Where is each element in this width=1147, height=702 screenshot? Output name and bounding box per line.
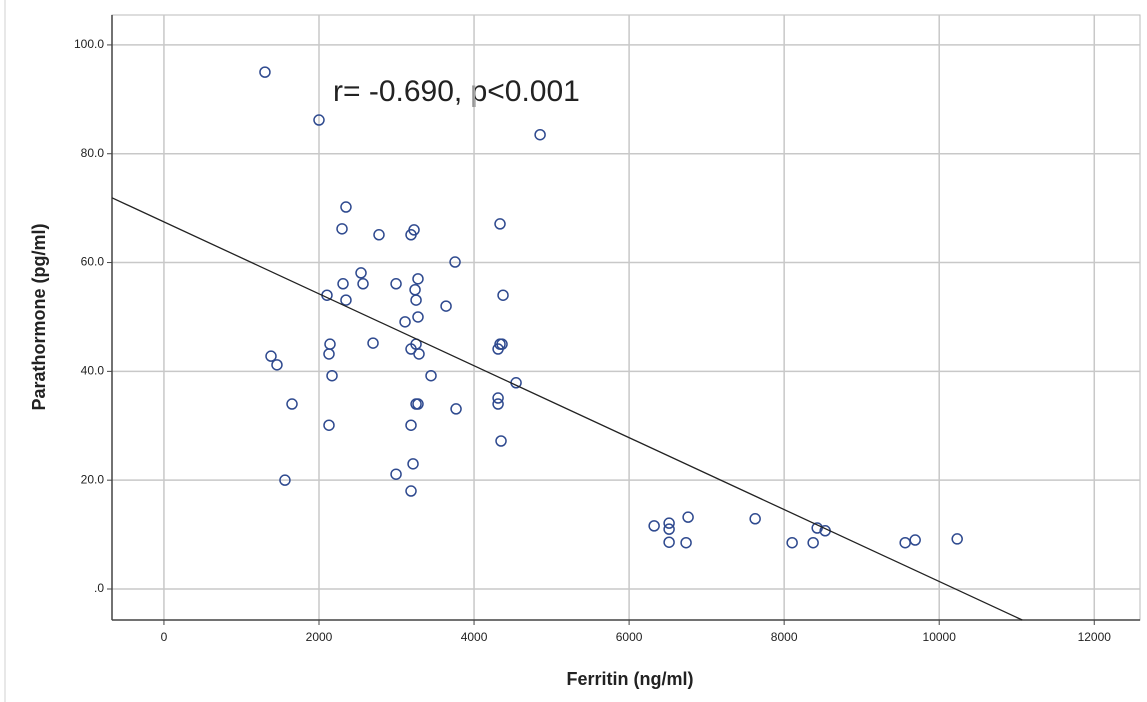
point: [682, 511, 694, 523]
point: [259, 66, 271, 78]
point: [355, 267, 367, 279]
point: [413, 348, 425, 360]
point: [286, 398, 298, 410]
point: [494, 218, 506, 230]
point: [412, 273, 424, 285]
point: [390, 468, 402, 480]
point: [390, 278, 402, 290]
y-tick-label: 80.0: [81, 146, 105, 160]
point: [340, 294, 352, 306]
point: [405, 419, 417, 431]
y-axis-label: Parathormone (pg/ml): [29, 223, 49, 410]
point: [492, 398, 504, 410]
point: [807, 536, 819, 549]
point: [648, 520, 660, 532]
point: [449, 256, 461, 268]
point: [749, 513, 761, 525]
point: [271, 359, 283, 371]
point: [497, 289, 509, 301]
point: [323, 419, 335, 431]
point: [279, 474, 291, 486]
x-tick-label: 2000: [306, 630, 333, 644]
point: [425, 369, 437, 382]
point: [496, 338, 508, 350]
point: [265, 350, 277, 362]
point: [412, 311, 424, 323]
y-tick-label: 100.0: [74, 37, 104, 51]
point: [412, 398, 424, 410]
point: [909, 534, 921, 546]
point: [367, 337, 379, 349]
point: [357, 278, 369, 290]
point: [340, 201, 352, 213]
point: [407, 458, 419, 470]
y-tick-label: 40.0: [81, 364, 105, 378]
point: [336, 223, 348, 235]
y-tick-label: .0: [94, 581, 104, 595]
x-axis-label: Ferritin (ng/ml): [567, 669, 694, 689]
point: [951, 533, 963, 545]
point: [326, 369, 338, 382]
x-tick-label: 4000: [461, 630, 488, 644]
point: [680, 536, 692, 549]
x-tick-label: 0: [161, 630, 168, 644]
point: [405, 485, 417, 497]
point: [663, 517, 675, 529]
point: [408, 224, 420, 236]
point: [323, 348, 335, 360]
point: [440, 300, 452, 312]
point: [811, 522, 823, 534]
fit-line: [111, 197, 1023, 621]
x-tick-label: 6000: [616, 630, 643, 644]
point: [450, 403, 462, 415]
x-tick-label: 12000: [1078, 630, 1112, 644]
point: [663, 523, 675, 535]
point: [492, 392, 504, 404]
x-tick-label: 8000: [771, 630, 798, 644]
y-tick-label: 60.0: [81, 255, 105, 269]
point: [373, 229, 385, 241]
point: [337, 278, 349, 290]
y-tick-label: 20.0: [81, 472, 105, 486]
point: [663, 536, 675, 548]
point: [495, 435, 507, 447]
point: [313, 114, 325, 126]
annotation: r= -0.690, p<0.001: [333, 75, 580, 108]
point: [786, 536, 798, 549]
point: [410, 294, 422, 306]
point: [534, 128, 546, 141]
x-tick-label: 10000: [923, 630, 957, 644]
point: [399, 316, 411, 328]
